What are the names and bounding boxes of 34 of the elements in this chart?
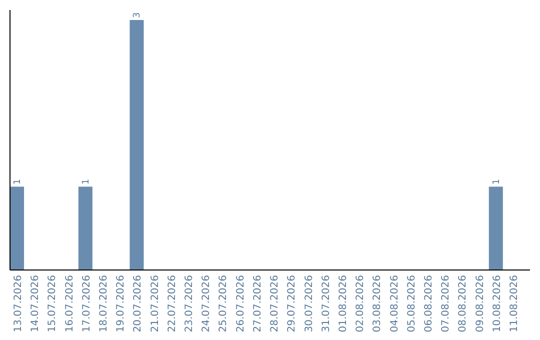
x-tick-label: 05.08.2026 (406, 275, 418, 332)
x-tick-label: 15.07.2026 (47, 275, 58, 332)
x-tick-label: 14.07.2026 (30, 275, 42, 332)
x-tick-label: 06.08.2026 (423, 275, 434, 332)
x-tick-label: 04.08.2026 (389, 275, 400, 332)
x-tick-label: 21.07.2026 (150, 275, 161, 332)
x-tick-label: 23.07.2026 (184, 275, 196, 332)
x-tick-label: 11.08.2026 (508, 275, 520, 332)
x-tick-label: 29.07.2026 (286, 275, 298, 332)
x-tick-label: 10.08.2026 (492, 275, 503, 332)
data-label: 3 (132, 12, 143, 18)
x-tick-label: 25.07.2026 (218, 275, 230, 332)
x-tick-label: 03.08.2026 (372, 275, 384, 332)
x-tick-label: 09.08.2026 (474, 275, 486, 332)
x-tick-label: 02.08.2026 (355, 275, 366, 332)
data-label: 1 (81, 178, 92, 185)
x-tick-label: 18.07.2026 (98, 275, 110, 332)
x-tick-label: 22.07.2026 (166, 275, 178, 332)
x-tick-label: 08.08.2026 (458, 275, 469, 332)
x-tick-label: 01.08.2026 (338, 275, 349, 332)
x-tick-label: 31.07.2026 (320, 275, 332, 332)
data-label: 1 (13, 178, 24, 185)
data-label: 1 (492, 178, 502, 185)
x-tick-label: 13.07.2026 (13, 275, 24, 332)
x-tick-label: 30.07.2026 (304, 275, 315, 332)
x-tick-label: 28.07.2026 (270, 275, 281, 332)
x-tick-label: 27.07.2026 (252, 275, 264, 332)
x-tick-label: 20.07.2026 (132, 275, 144, 332)
x-tick-label: 26.07.2026 (235, 275, 246, 332)
x-tick-label: 07.08.2026 (440, 275, 452, 332)
x-tick-label: 24.07.2026 (201, 275, 212, 332)
x-tick-label: 17.07.2026 (81, 275, 92, 332)
x-tick-label: 16.07.2026 (64, 275, 76, 332)
x-tick-label: 19.07.2026 (116, 275, 127, 332)
